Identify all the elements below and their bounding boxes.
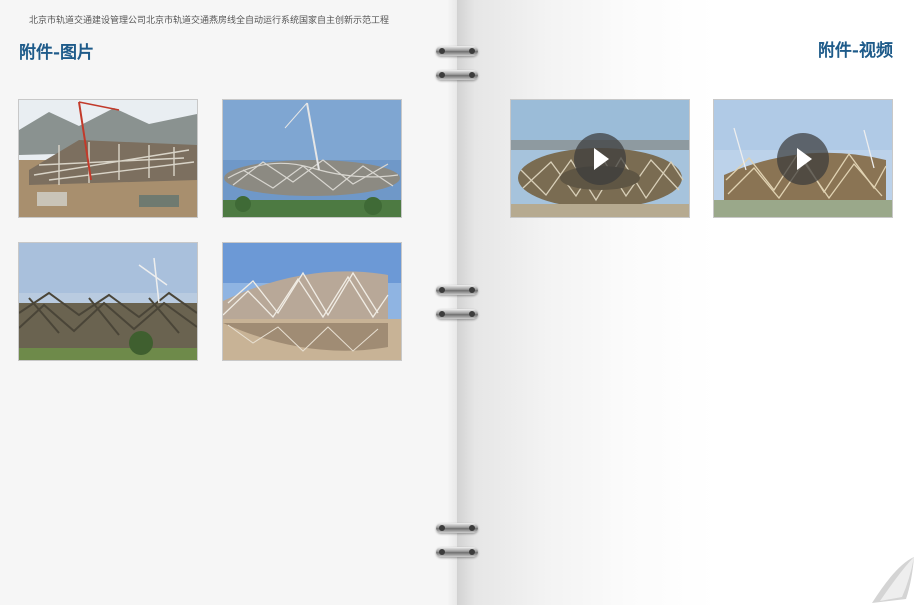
left-page: 北京市轨道交通建设管理公司北京市轨道交通燕房线全自动运行系统国家自主创新示范工程… <box>18 16 402 361</box>
right-page: 附件-视频 <box>457 0 914 605</box>
page-curl-icon[interactable] <box>866 555 914 605</box>
project-header: 北京市轨道交通建设管理公司北京市轨道交通燕房线全自动运行系统国家自主创新示范工程 <box>29 16 390 26</box>
binder-ring-icon <box>436 70 478 80</box>
binder-ring-icon <box>436 547 478 557</box>
binder-ring-icon <box>436 309 478 319</box>
binder-ring-icon <box>436 285 478 295</box>
image-thumbnail-1[interactable] <box>18 99 198 218</box>
play-icon[interactable] <box>777 133 829 185</box>
binder-ring-icon <box>436 46 478 56</box>
image-thumbnail-4[interactable] <box>222 242 402 361</box>
video-thumbnail-1[interactable] <box>510 99 690 218</box>
videos-section-title: 附件-视频 <box>817 41 893 61</box>
spine-shadow <box>447 0 457 605</box>
binder-ring-icon <box>436 523 478 533</box>
image-thumbnail-3[interactable] <box>18 242 198 361</box>
video-thumbnail-2[interactable] <box>713 99 893 218</box>
images-section-title: 附件-图片 <box>19 43 95 63</box>
image-thumbnail-2[interactable] <box>222 99 402 218</box>
play-icon[interactable] <box>574 133 626 185</box>
